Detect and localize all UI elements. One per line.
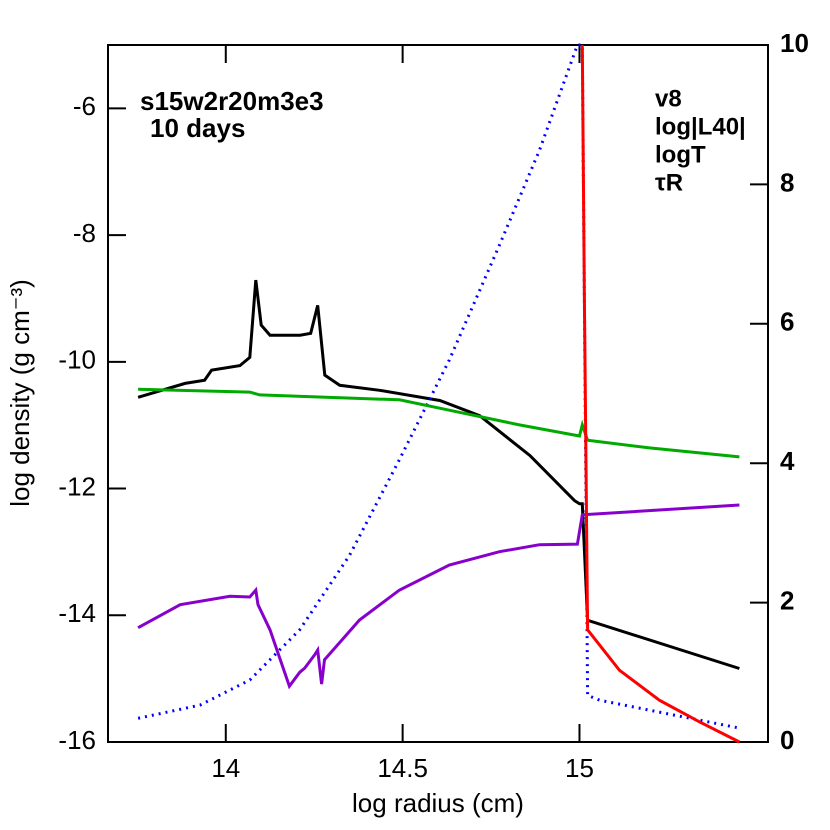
y2-tick-label: 2 [780, 585, 794, 615]
y-tick-label: -16 [58, 725, 96, 755]
plot-frame [107, 44, 769, 743]
x-tick-label: 14 [211, 753, 240, 783]
y2-tick-label: 8 [780, 167, 794, 197]
y-tick-label: -14 [58, 598, 96, 628]
y2-tick-label: 10 [780, 28, 809, 58]
x-tick-label: 14.5 [377, 753, 428, 783]
y-tick-label: -8 [73, 218, 96, 248]
legend-entry: τR [655, 169, 683, 196]
legend-entry: v8 [655, 85, 682, 112]
y2-tick-label: 0 [780, 725, 794, 755]
x-axis-label: log radius (cm) [352, 788, 524, 818]
series-line [137, 503, 740, 690]
series-line [137, 43, 740, 730]
y2-tick-label: 4 [780, 446, 795, 476]
y2-tick-label: 6 [780, 307, 794, 337]
y-tick-label: -10 [58, 345, 96, 375]
y-tick-label: -12 [58, 471, 96, 501]
series-line [138, 387, 740, 459]
y-axis-label: log density (g cm⁻³) [5, 279, 35, 507]
x-tick-label: 15 [565, 753, 594, 783]
model-label: s15w2r20m3e3 [140, 86, 324, 116]
legend-entry: log|L40| [655, 113, 746, 140]
series-line [580, 44, 741, 744]
legend-entry: logT [655, 141, 706, 168]
series-line [137, 279, 740, 670]
y-tick-label: -6 [73, 91, 96, 121]
time-label: 10 days [150, 113, 245, 143]
